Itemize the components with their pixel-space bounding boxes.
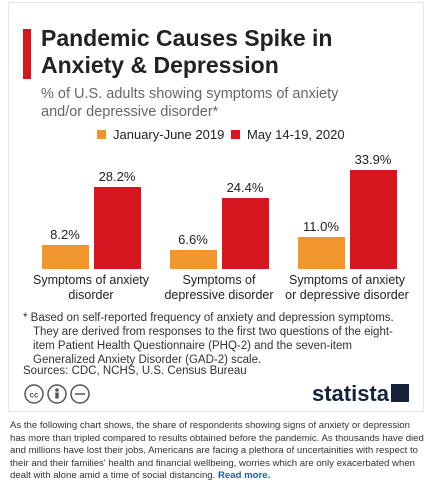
license-icons: cc xyxy=(24,384,90,404)
legend-item: January-June 2019 xyxy=(97,127,224,142)
x-tick-label: Symptoms of anxiety or depressive disord… xyxy=(285,273,409,302)
legend-swatch xyxy=(231,130,240,139)
chart-card: Pandemic Causes Spike in Anxiety & Depre… xyxy=(8,2,424,412)
value-label: 8.2% xyxy=(50,227,80,243)
read-more-link[interactable]: Read more. xyxy=(217,470,271,481)
value-label: 24.4% xyxy=(226,179,264,195)
bar xyxy=(349,170,397,269)
bar xyxy=(221,197,269,269)
bar xyxy=(41,245,89,269)
value-label: 28.2% xyxy=(98,168,136,184)
plot: January-June 2019 May 14-19, 2020 Symptoms… xyxy=(9,3,425,303)
description-text: As the following chart shows, the share … xyxy=(10,420,424,481)
value-label: 6.6% xyxy=(178,231,208,247)
bar xyxy=(297,236,345,269)
description: As the following chart shows, the share … xyxy=(10,420,425,483)
footnote: * Based on self-reported frequency of an… xyxy=(23,312,394,366)
legend-label: May 14-19, 2020 xyxy=(247,127,345,142)
source: Sources: CDC, NCHS, U.S. Census Bureau xyxy=(23,365,247,377)
legend-swatch xyxy=(97,130,106,139)
legend-label: January-June 2019 xyxy=(113,127,225,142)
legend-item: May 14-19, 2020 xyxy=(231,127,345,142)
bar xyxy=(93,186,141,269)
value-label: 11.0% xyxy=(303,218,339,234)
value-label: 33.9% xyxy=(354,152,392,167)
x-tick-label: Symptoms of anxiety disorder xyxy=(32,273,149,302)
bar xyxy=(169,249,217,269)
chart-title: Pandemic Causes Spike in Anxiety & Depre… xyxy=(41,25,333,78)
x-tick-label: Symptoms of depressive disorder xyxy=(164,273,274,302)
brand: statista xyxy=(311,381,389,406)
brand-icon xyxy=(391,384,409,402)
title-accent xyxy=(23,29,31,79)
chart-subtitle: % of U.S. adults showing symptoms of anx… xyxy=(41,86,339,120)
svg-text:cc: cc xyxy=(30,391,39,400)
